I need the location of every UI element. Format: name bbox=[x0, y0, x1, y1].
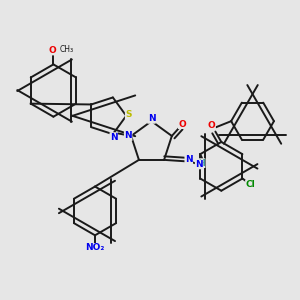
Text: S: S bbox=[125, 110, 132, 119]
Text: N: N bbox=[110, 133, 118, 142]
Text: O: O bbox=[48, 46, 56, 55]
Text: O: O bbox=[208, 121, 215, 130]
Text: N: N bbox=[185, 155, 193, 164]
Text: O: O bbox=[178, 120, 186, 129]
Text: H: H bbox=[199, 159, 205, 168]
Text: N: N bbox=[195, 160, 203, 169]
Text: N: N bbox=[124, 131, 132, 140]
Text: NO₂: NO₂ bbox=[85, 243, 105, 252]
Text: N: N bbox=[148, 114, 155, 123]
Text: Cl: Cl bbox=[246, 180, 255, 189]
Text: CH₃: CH₃ bbox=[60, 45, 74, 54]
